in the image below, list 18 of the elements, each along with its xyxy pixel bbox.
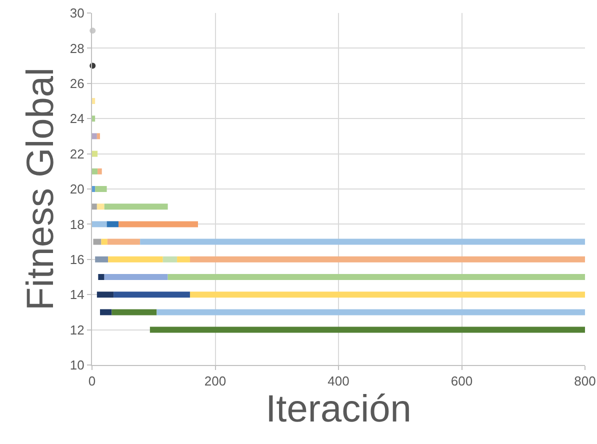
y-tick-label: 10 (70, 358, 84, 373)
y-tick-label: 18 (70, 216, 84, 232)
x-axis-title: Iteración (266, 388, 412, 431)
y-axis-title: Fitness Global (20, 68, 62, 310)
x-tick-label: 200 (204, 374, 226, 389)
y-tick-label: 22 (70, 146, 84, 162)
y-tick-label: 20 (70, 182, 84, 197)
y-tick-label: 28 (70, 40, 84, 56)
y-tick-label: 30 (70, 6, 84, 21)
y-tick-label: 12 (70, 322, 84, 338)
x-tick-label: 0 (88, 374, 96, 389)
y-tick-label: 24 (70, 111, 84, 126)
x-tick-label: 400 (328, 374, 350, 389)
y-tick-label: 26 (70, 76, 84, 91)
x-tick-label: 800 (574, 374, 596, 389)
x-tick-label: 600 (450, 374, 473, 389)
y-tick-label: 16 (70, 252, 84, 267)
y-tick-label: 14 (70, 287, 84, 302)
